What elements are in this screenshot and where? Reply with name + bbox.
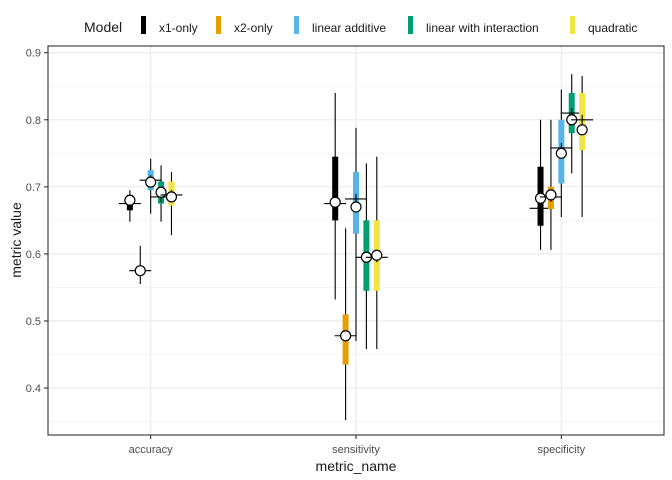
legend-key-1 <box>216 16 221 34</box>
mean-point-3 <box>155 186 167 198</box>
legend-key-3 <box>408 16 413 34</box>
legend-label-2: linear additive <box>312 21 386 35</box>
y-axis-title: metric value <box>8 202 24 278</box>
x-axis-title: metric_name <box>316 458 397 474</box>
chart-marks <box>118 74 594 421</box>
legend-label-0: x1-only <box>159 21 198 35</box>
legend-key-4 <box>570 16 575 34</box>
y-tick-label: 0.7 <box>26 182 41 194</box>
legend-title: Model <box>84 19 122 35</box>
mean-point-1 <box>134 265 146 277</box>
x-tick-label: sensitivity <box>332 444 380 456</box>
y-tick-label: 0.9 <box>26 48 41 60</box>
y-tick-label: 0.6 <box>26 249 41 261</box>
legend-key-2 <box>294 16 299 34</box>
mean-point-1 <box>545 189 557 201</box>
legend-label-3: linear with interaction <box>426 21 539 35</box>
x-tick-label: accuracy <box>129 444 174 456</box>
mean-point-2 <box>555 147 567 159</box>
y-tick-label: 0.4 <box>26 383 41 395</box>
legend: Model x1-only x2-only linear additive linea… <box>84 16 637 35</box>
y-axis: 0.4 0.5 0.6 0.7 0.8 0.9 <box>26 48 48 395</box>
mean-point-0 <box>124 194 136 206</box>
mean-point-4 <box>165 191 178 203</box>
mean-point-4 <box>576 124 588 136</box>
legend-label-4: quadratic <box>588 21 637 35</box>
mean-point-4 <box>371 249 383 261</box>
y-tick-label: 0.5 <box>26 316 41 328</box>
x-tick-label: specificity <box>537 444 585 456</box>
mean-point-0 <box>534 192 547 204</box>
mean-point-2 <box>350 201 362 213</box>
mean-point-0 <box>329 196 341 208</box>
mean-point-2 <box>145 176 157 188</box>
mean-point-1 <box>340 330 352 342</box>
x-axis: accuracy sensitivity specificity <box>129 435 586 456</box>
legend-label-1: x2-only <box>234 21 273 35</box>
y-tick-label: 0.8 <box>26 115 41 127</box>
legend-key-0 <box>141 16 146 34</box>
quantile-bar-0 <box>332 156 339 221</box>
